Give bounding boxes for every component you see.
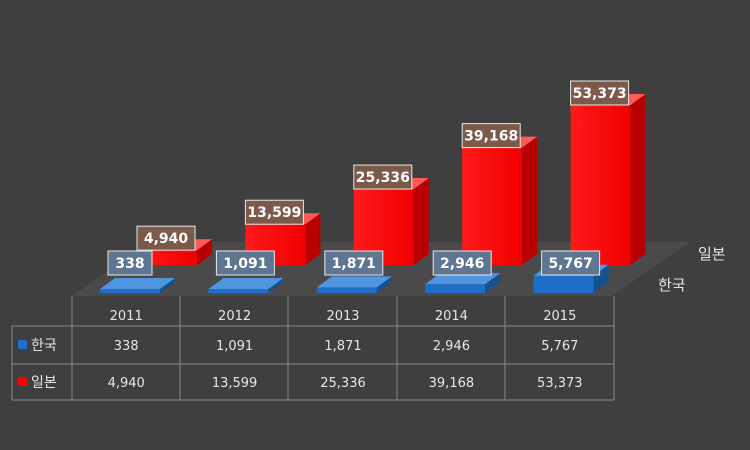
label-japan-2015: 53,373 [570,80,630,106]
bar-japan-2015 [570,94,646,265]
label-korea-2011: 338 [107,250,153,276]
svg-text:53,373: 53,373 [573,86,627,102]
label-japan-2012: 13,599 [244,199,304,225]
label-korea-2015: 5,767 [541,250,601,276]
table-cell-korea-2015: 5,767 [541,339,578,354]
svg-text:1,091: 1,091 [223,256,267,272]
series-axis-label-japan: 일본 [698,245,726,263]
svg-text:4,940: 4,940 [144,231,189,247]
table-header-2014: 2014 [435,309,468,324]
label-korea-2014: 2,946 [432,250,492,276]
svg-text:39,168: 39,168 [464,129,518,145]
table-cell-korea-2013: 1,871 [324,339,361,354]
legend-label-korea: 한국 [31,338,57,354]
svg-text:338: 338 [115,256,144,272]
table-header-2013: 2013 [326,309,359,324]
table-cell-korea-2012: 1,091 [216,339,253,354]
label-japan-2011: 4,940 [136,225,196,251]
bar-japan-2014 [462,136,538,265]
table-cell-japan-2011: 4,940 [108,376,145,391]
svg-text:13,599: 13,599 [247,205,301,221]
table-cell-japan-2014: 39,168 [429,376,475,391]
table-cell-korea-2014: 2,946 [433,339,470,354]
label-korea-2012: 1,091 [215,250,275,276]
bar-korea-2012 [208,278,284,293]
series-axis-label-korea: 한국 [658,276,686,294]
table-header-2011: 2011 [110,309,143,324]
table-header-2015: 2015 [543,309,576,324]
table-cell-japan-2015: 53,373 [537,376,583,391]
table-cells: 2011 338 4,940 2012 1,091 13,599 2013 1,871 25,3… [108,309,583,391]
legend-key-japan [18,377,27,386]
svg-text:2,946: 2,946 [440,256,484,272]
svg-text:1,871: 1,871 [332,256,376,272]
label-korea-2013: 1,871 [324,250,384,276]
legend-key-korea [18,340,27,349]
label-japan-2013: 25,336 [353,164,413,190]
bar-korea-2011 [100,278,175,293]
table-cell-japan-2013: 25,336 [320,376,366,391]
table-cell-japan-2012: 13,599 [212,376,258,391]
table-cell-korea-2011: 338 [114,339,139,354]
svg-text:25,336: 25,336 [356,170,410,186]
table-header-2012: 2012 [218,309,251,324]
bar-korea-2014 [425,273,501,293]
label-japan-2014: 39,168 [461,123,521,149]
svg-text:5,767: 5,767 [548,256,592,272]
legend-label-japan: 일본 [31,375,57,391]
bar-korea-2013 [316,276,392,293]
data-table: 2011 338 4,940 2012 1,091 13,599 2013 1,871 25,3… [11,296,615,401]
